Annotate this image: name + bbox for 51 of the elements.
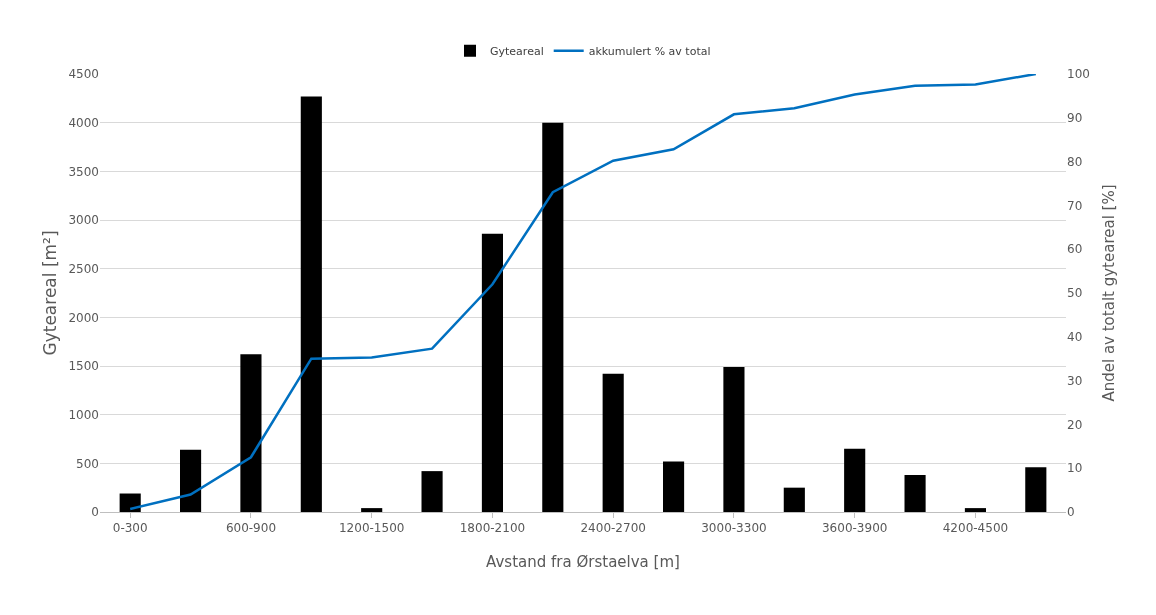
legend-label: Gyteareal — [490, 45, 544, 59]
y2-tick-label: 10 — [1067, 461, 1083, 476]
y2-tick-label: 80 — [1067, 154, 1083, 169]
bar — [361, 508, 383, 512]
x-tick-label: 1200-1500 — [338, 521, 405, 536]
x-axis-title: Avstand fra Ørstaelva [m] — [486, 553, 680, 571]
bar — [602, 373, 624, 512]
bar — [542, 122, 564, 512]
bar — [663, 461, 685, 512]
y-tick-label: 500 — [76, 456, 99, 471]
y2-tick-label: 0 — [1067, 505, 1075, 520]
y2-tick-label: 40 — [1067, 330, 1083, 344]
y-tick-label: 1000 — [68, 407, 99, 422]
x-tick-label: 2400-2700 — [580, 521, 646, 536]
x-tick-label: 600-900 — [225, 521, 277, 536]
bar — [300, 96, 322, 512]
bar — [844, 448, 866, 512]
y-tick-label: 2500 — [68, 261, 99, 276]
bar — [180, 449, 202, 512]
bar — [119, 493, 141, 512]
line-series — [128, 74, 1038, 511]
y-tick-label: 2000 — [68, 310, 99, 325]
bar — [964, 508, 986, 512]
y-tick-label: 0 — [91, 505, 99, 520]
x-tick-label: 3000-3300 — [701, 521, 767, 536]
bar — [1025, 467, 1047, 512]
y2-axis-title: Andel av totalt gyteareal [%] — [1099, 184, 1118, 402]
y2-tick-label: 100 — [1067, 67, 1090, 82]
bar — [904, 475, 926, 512]
x-tick-label: 0-300 — [112, 521, 148, 536]
x-tick-label: 3600-3900 — [821, 521, 888, 536]
bar — [783, 487, 805, 512]
y-tick-label: 4500 — [68, 67, 99, 82]
y2-tick-label: 70 — [1067, 198, 1083, 213]
y2-tick-label: 60 — [1067, 242, 1083, 257]
legend-label: akkumulert % av total — [588, 45, 711, 59]
x-tick-label: 4200-4500 — [942, 521, 1009, 536]
y-tick-label: 3500 — [68, 164, 99, 179]
bar — [481, 233, 503, 512]
bar — [421, 471, 443, 512]
y2-tick-label: 50 — [1067, 286, 1083, 301]
bar — [723, 366, 745, 512]
y-axis-title: Gyteareal [m²] — [40, 230, 60, 356]
y2-tick-label: 20 — [1067, 417, 1083, 432]
bar — [240, 354, 262, 512]
y2-tick-label: 90 — [1067, 111, 1083, 125]
x-tick-label: 1800-2100 — [459, 521, 526, 536]
y-tick-label: 1500 — [68, 359, 99, 374]
y2-tick-label: 30 — [1067, 373, 1083, 388]
y-tick-label: 4000 — [68, 115, 99, 130]
y-tick-label: 3000 — [68, 213, 99, 228]
